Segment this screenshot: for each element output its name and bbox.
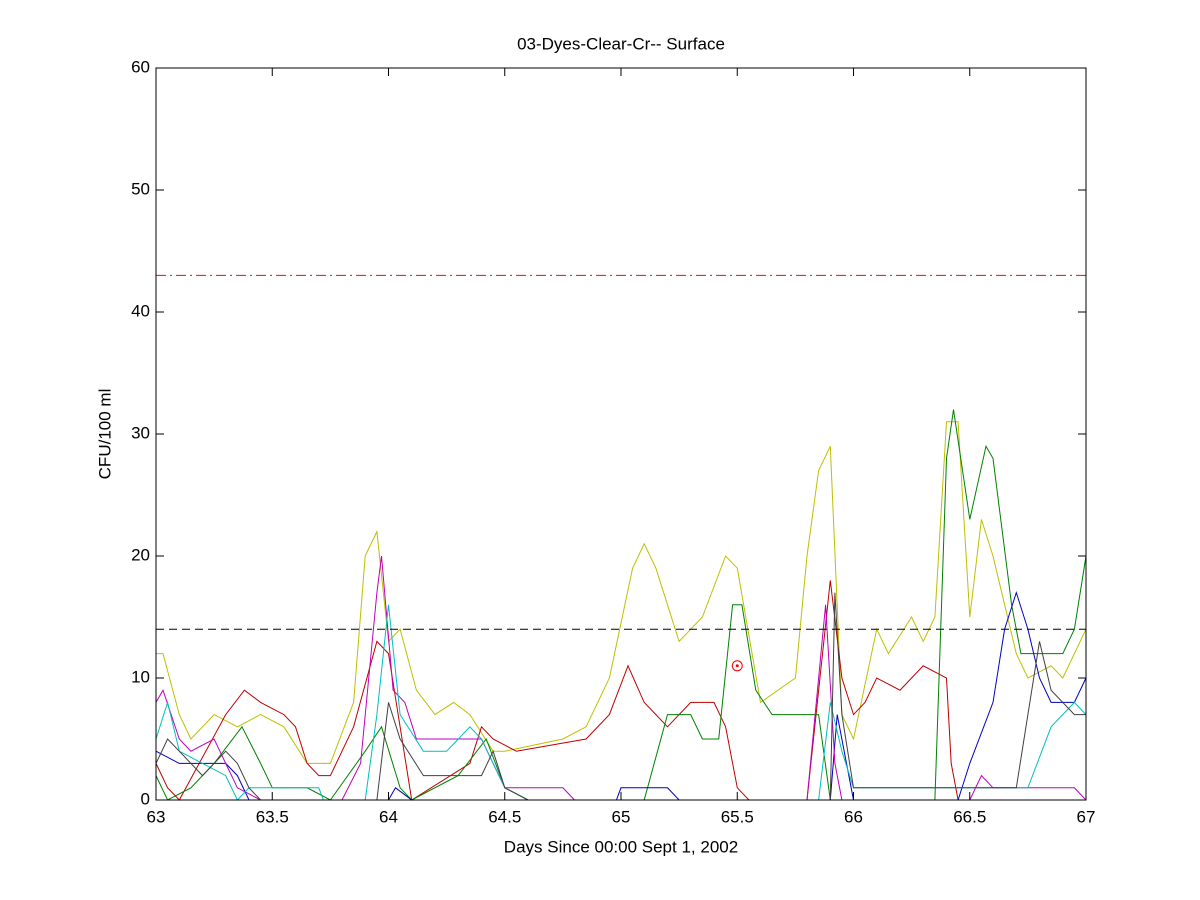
x-tick-label: 64 — [379, 807, 398, 826]
x-tick-label: 65.5 — [721, 807, 754, 826]
y-tick-label: 30 — [131, 423, 150, 442]
series-line — [155, 592, 1086, 801]
y-tick-label: 40 — [131, 301, 150, 320]
x-tick-label: 64.5 — [488, 807, 521, 826]
x-axis-label: Days Since 00:00 Sept 1, 2002 — [504, 837, 738, 856]
series-line — [155, 604, 1087, 801]
x-tick-label: 63.5 — [256, 807, 289, 826]
y-tick-label: 20 — [131, 545, 150, 564]
y-tick-label: 0 — [141, 789, 150, 808]
point-dot — [735, 664, 739, 668]
y-tick-label: 60 — [131, 57, 150, 76]
x-tick-label: 65 — [612, 807, 631, 826]
chart-title: 03-Dyes-Clear-Cr-- Surface — [517, 34, 725, 53]
series-line — [156, 421, 1087, 764]
series-line — [155, 580, 1086, 801]
x-tick-label: 67 — [1077, 807, 1096, 826]
point-marker — [731, 660, 743, 672]
y-tick-label: 10 — [131, 667, 150, 686]
x-tick-label: 63 — [147, 807, 166, 826]
x-tick-label: 66.5 — [953, 807, 986, 826]
y-axis-label: CFU/100 ml — [95, 389, 114, 480]
x-tick-label: 66 — [844, 807, 863, 826]
y-tick-label: 50 — [131, 179, 150, 198]
